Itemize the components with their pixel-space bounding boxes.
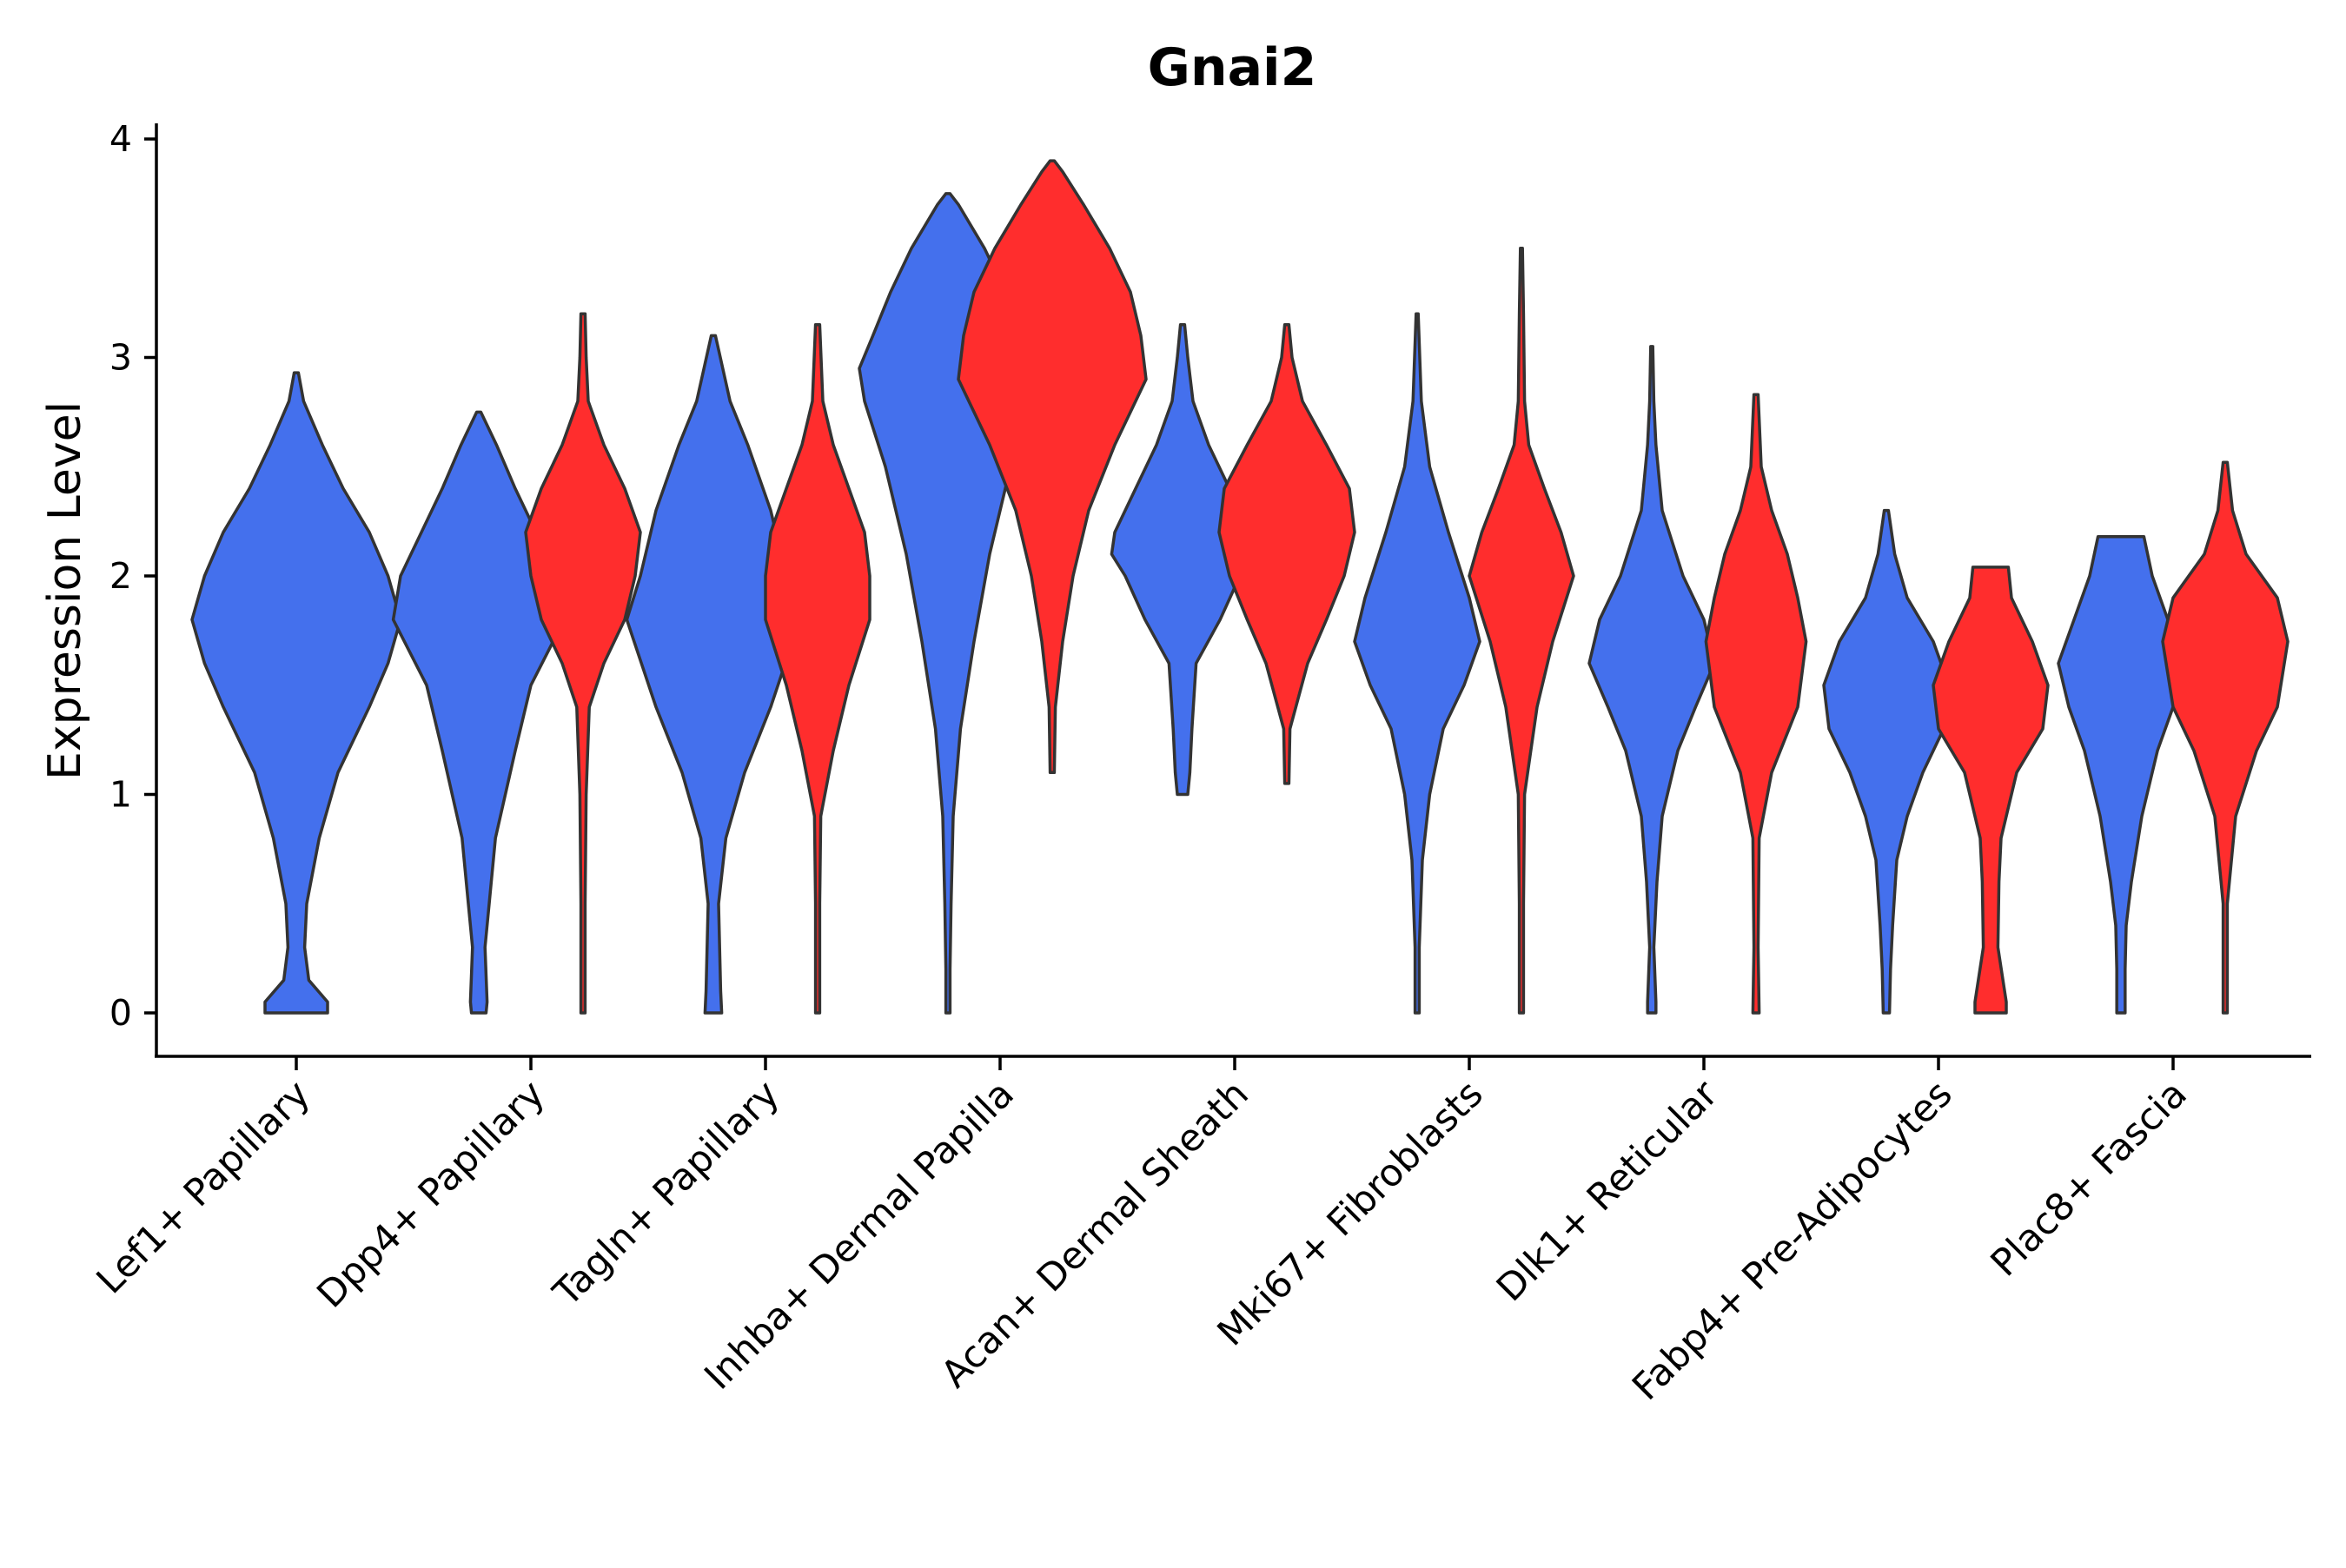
y-tick-label: 0 <box>109 992 132 1034</box>
violin-group-b-plac8-fascia <box>2161 460 2290 1015</box>
y-tick-label: 1 <box>109 774 132 816</box>
chart-title: Gnai2 <box>1148 37 1317 98</box>
violin-group-a-dlk1-reticular <box>1587 345 1716 1015</box>
violin-group-a-acan-dermal-sheath <box>1110 323 1256 797</box>
violin-group-b-fabp4-pre-adipocytes <box>1932 566 2050 1015</box>
violins <box>190 159 2290 1015</box>
y-tick-label: 3 <box>109 337 132 379</box>
violin-group-b-acan-dermal-sheath <box>1217 323 1356 785</box>
y-tick-label: 2 <box>109 555 132 597</box>
violin-group-b-inhba-dermal-papilla <box>957 159 1148 775</box>
y-axis-label: Expression Level <box>39 401 91 780</box>
violin-group-b-dpp4-papillary <box>524 312 642 1015</box>
violin-group-a-dpp4-papillary <box>391 410 567 1015</box>
violin-group-b-dlk1-reticular <box>1704 393 1808 1015</box>
violin-group-a-fabp4-pre-adipocytes <box>1822 508 1951 1015</box>
violin-group-b-mki67-fibroblasts <box>1468 247 1575 1015</box>
y-tick-label: 4 <box>109 118 132 160</box>
violin-group-a-tagln-papillary <box>625 334 802 1015</box>
violin-group-a-plac8-fascia <box>2057 534 2185 1015</box>
y-ticks: 0 1 2 3 4 <box>109 118 156 1034</box>
violin-group-a-mki67-fibroblasts <box>1353 312 1481 1015</box>
violin-group-a-lef1-papillary <box>190 371 402 1015</box>
violin-group-b-tagln-papillary <box>764 323 871 1015</box>
